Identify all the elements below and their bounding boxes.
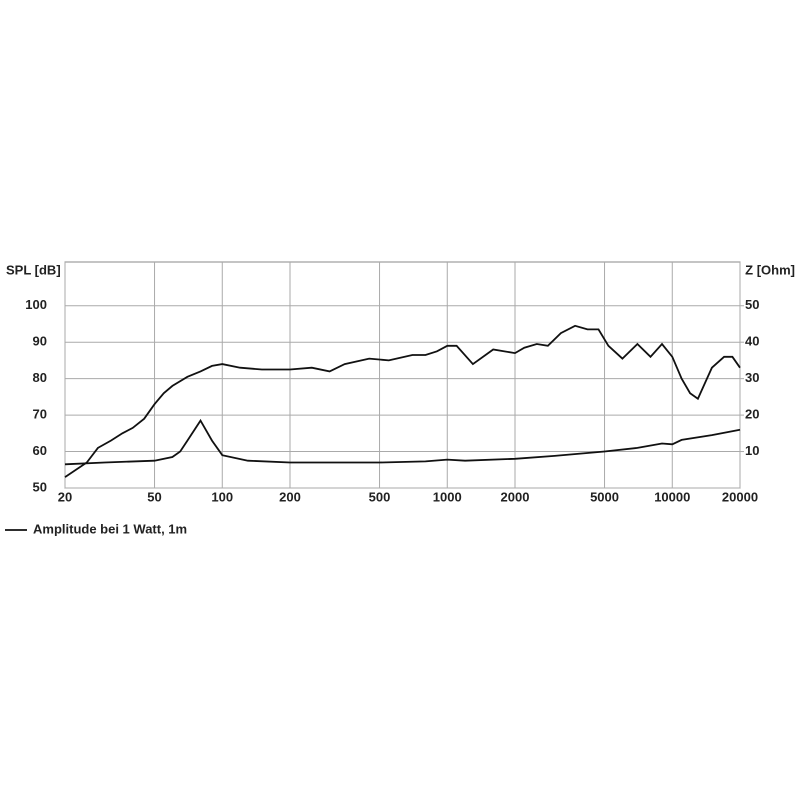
x-tick-label: 5000 — [590, 489, 619, 504]
legend-label: Amplitude bei 1 Watt, 1m — [33, 521, 187, 536]
x-tick-label: 2000 — [501, 489, 530, 504]
x-tick-label: 100 — [211, 489, 233, 504]
x-tick-label: 200 — [279, 489, 301, 504]
x-tick-label: 1000 — [433, 489, 462, 504]
y-axis-label: SPL [dB] — [6, 262, 61, 277]
data-line — [64, 418, 741, 466]
y2-axis-label: Z [Ohm] — [745, 262, 795, 277]
y2-tick-label: 20 — [745, 407, 759, 422]
y2-tick-label: 10 — [745, 443, 759, 458]
y-tick-label: 80 — [33, 370, 47, 385]
y-tick-label: 70 — [33, 407, 47, 422]
y2-tick-label: 30 — [745, 370, 759, 385]
y2-tick-label: 40 — [745, 334, 759, 349]
x-tick-label: 20000 — [722, 489, 758, 504]
y-tick-label: 90 — [33, 334, 47, 349]
y-tick-label: 100 — [25, 297, 47, 312]
x-tick-label: 50 — [147, 489, 161, 504]
x-tick-label: 10000 — [654, 489, 690, 504]
y-tick-label: 60 — [33, 443, 47, 458]
data-line — [64, 324, 741, 478]
y2-tick-label: 50 — [745, 297, 759, 312]
plot-frame — [64, 261, 741, 489]
y-tick-label: 50 — [33, 479, 47, 494]
x-tick-label: 20 — [58, 489, 72, 504]
x-tick-label: 500 — [369, 489, 391, 504]
